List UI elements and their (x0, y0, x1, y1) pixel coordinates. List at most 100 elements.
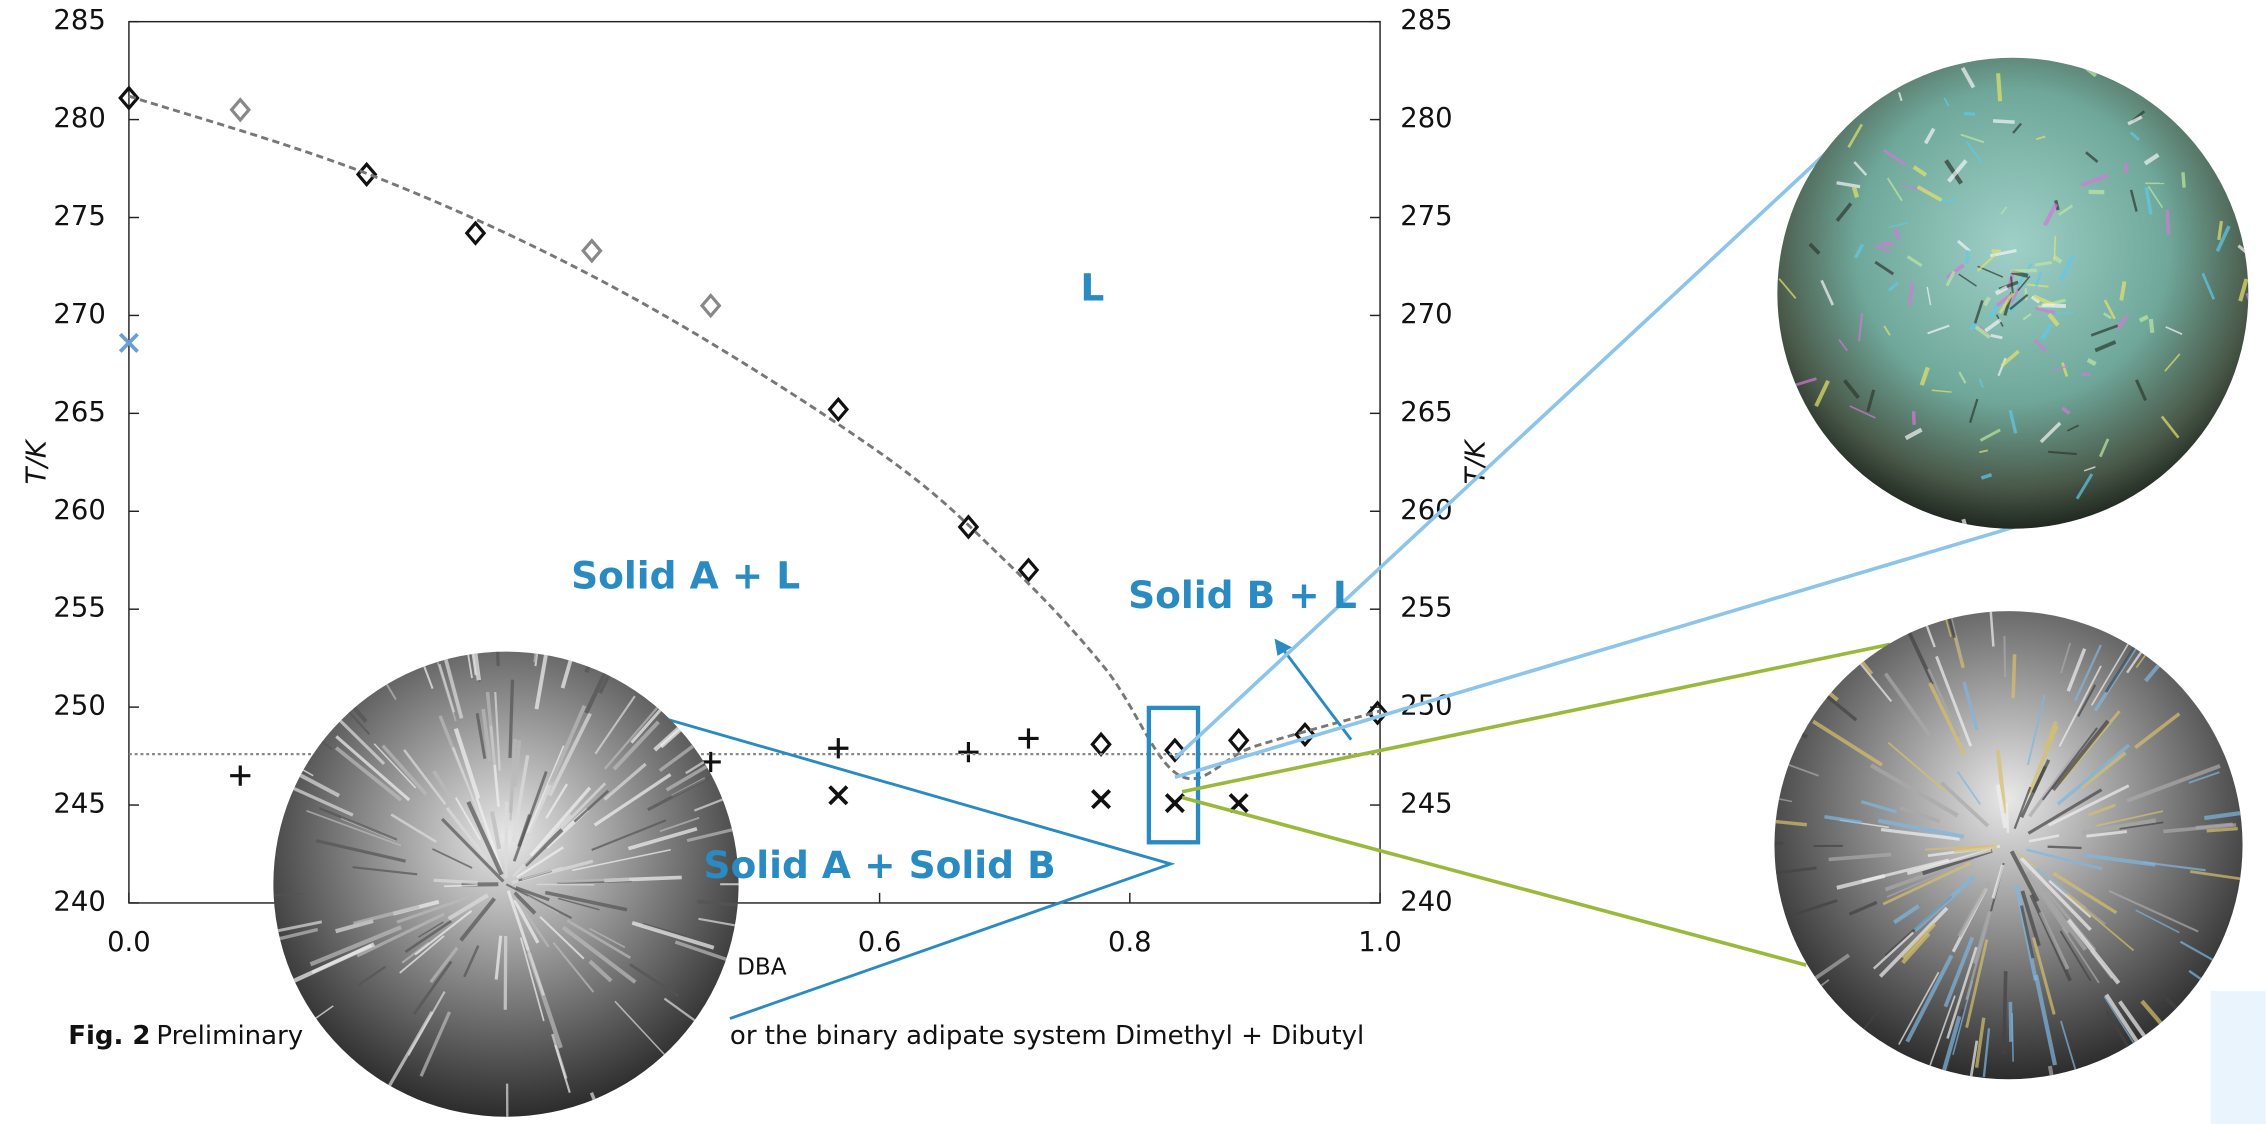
texture-streak (384, 1010, 434, 1093)
texture-streak (534, 651, 549, 710)
texture (1774, 611, 2243, 1080)
texture-streak (2010, 276, 2014, 294)
texture-streak (1912, 165, 1928, 177)
texture-streak (1969, 398, 1979, 424)
texture-streak (1958, 273, 1977, 287)
texture-streak (1968, 321, 1978, 331)
texture-streak (2095, 810, 2164, 827)
texture-streak (1893, 227, 1901, 240)
texture-streak (1893, 904, 1920, 925)
texture-streak (1974, 325, 1991, 339)
texture-streak (2003, 636, 2007, 678)
texture-streak (419, 1011, 452, 1077)
cross-point (828, 785, 849, 806)
texture-streak (1998, 292, 2014, 314)
texture-streak (485, 691, 497, 766)
texture-streak (1944, 159, 1963, 185)
plus-point (230, 765, 251, 786)
texture-streak (513, 899, 540, 944)
texture-streak (513, 891, 537, 915)
texture-streak (598, 651, 644, 694)
texture-streak (527, 780, 554, 834)
texture-streak (594, 695, 636, 755)
texture-streak (1943, 97, 1950, 107)
texture-streak (2011, 654, 2017, 699)
texture-streak (454, 797, 481, 841)
texture-streak (2013, 786, 2032, 830)
highlight-box (1146, 705, 1201, 845)
caption-text: Preliminary (156, 1020, 303, 1050)
texture-streak (1774, 840, 1784, 845)
callout-line (1181, 642, 1891, 794)
texture-streak (2201, 272, 2216, 300)
texture-streak (2012, 122, 2022, 134)
texture-streak (2034, 276, 2041, 286)
annotation: Solid A + Solid B (703, 843, 1055, 887)
plot-area: 2402452502552602652702752802852402452502… (53, 5, 1452, 958)
texture-streak (1973, 300, 1984, 324)
texture-streak (2077, 684, 2097, 717)
texture-streak (1774, 899, 1838, 929)
corner-panel (2210, 991, 2266, 1124)
texture-streak (2019, 857, 2092, 932)
texture-streak (553, 877, 630, 884)
texture-streak (2066, 918, 2121, 985)
texture-streak (1913, 874, 1976, 932)
texture-streak (2143, 153, 2160, 166)
texture-streak (519, 937, 545, 1022)
texture-streak (306, 810, 402, 847)
texture-streak (2008, 409, 2018, 434)
plus-point (828, 738, 849, 759)
texture-streak (2217, 220, 2223, 241)
texture-streak (1936, 611, 1957, 639)
texture-streak (1935, 655, 1973, 747)
texture-streak (481, 708, 492, 762)
texture-streak (2041, 727, 2098, 801)
texture-streak (557, 897, 600, 911)
texture-streak (505, 883, 573, 920)
texture-streak (2042, 202, 2058, 227)
diamond-point (1366, 700, 1389, 726)
texture-streak (2119, 821, 2164, 830)
texture-streak (1838, 339, 1849, 352)
texture-streak (2043, 720, 2058, 751)
texture-streak (2026, 848, 2103, 871)
texture-streak (438, 663, 456, 713)
texture-streak (273, 927, 319, 955)
texture-streak (2000, 206, 2008, 215)
texture-streak (2129, 189, 2138, 212)
texture-streak (373, 743, 417, 789)
texture-streak (1901, 922, 1936, 960)
texture-streak (2080, 173, 2109, 187)
texture-streak (2056, 743, 2131, 806)
texture-streak (414, 910, 473, 956)
callout-line (1181, 795, 1807, 967)
texture-streak (475, 797, 504, 873)
callouts (667, 125, 2266, 1124)
texture (273, 651, 739, 1117)
texture-streak (2103, 299, 2116, 320)
texture-streak (2013, 298, 2025, 302)
texture-streak (659, 816, 700, 833)
diamond-point (1164, 737, 1186, 763)
texture-streak (1774, 813, 1808, 827)
texture-streak (1992, 119, 2015, 124)
texture-streak (1848, 900, 1878, 916)
texture-streak (1824, 814, 1862, 825)
texture-streak (475, 713, 487, 760)
texture-streak (2047, 312, 2060, 327)
texture-streak (548, 712, 592, 797)
x-tick-label: 1.0 (1358, 927, 1402, 958)
caption: Fig. 2 Preliminary or the binary adipate s… (68, 1020, 1364, 1050)
texture-streak (2134, 712, 2181, 749)
texture-streak (1866, 389, 1876, 413)
texture-streak (2027, 788, 2103, 835)
y2-tick-label: 265 (1400, 397, 1452, 428)
texture-streak (2086, 830, 2128, 838)
texture-streak (512, 814, 572, 878)
y-axis-label: T/K (21, 438, 52, 484)
cross-point (118, 332, 139, 353)
texture-streak (2047, 1065, 2069, 1080)
texture-streak (1898, 92, 1903, 102)
